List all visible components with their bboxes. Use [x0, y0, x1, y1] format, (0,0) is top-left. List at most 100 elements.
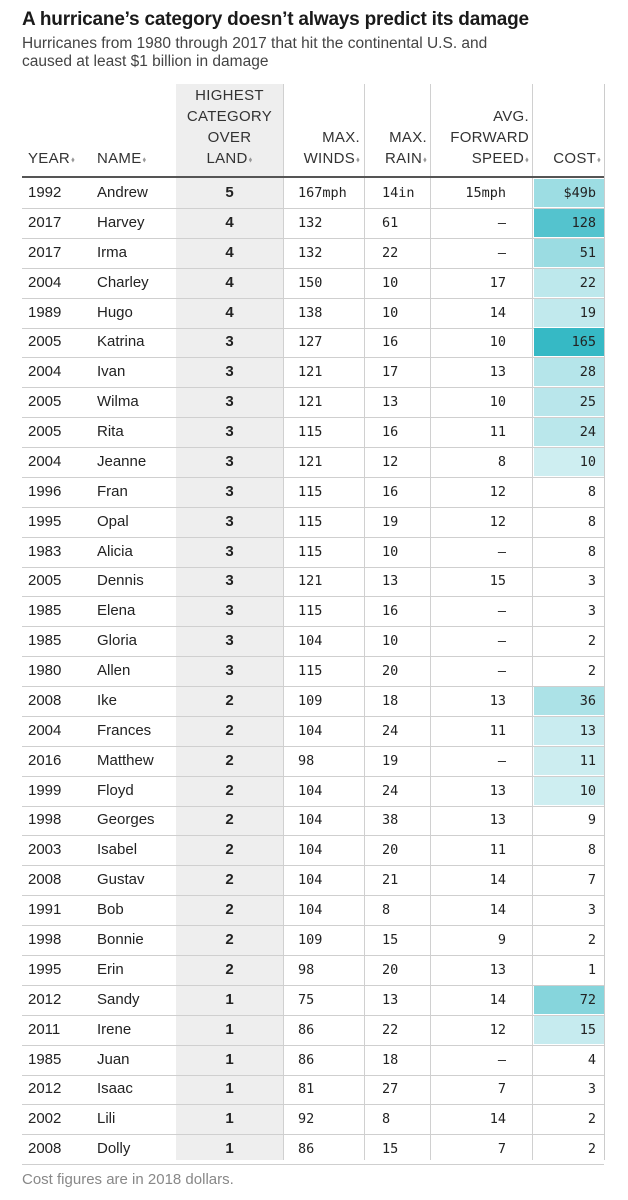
- header-rain-line: RAIN: [385, 150, 423, 167]
- header-category[interactable]: HIGHEST CATEGORY OVER LAND⬧: [176, 85, 283, 170]
- cell-category: 3: [225, 363, 234, 381]
- cell-max-rain: 20: [382, 961, 399, 978]
- cell-name: Opal: [97, 512, 129, 530]
- table-row: 1992 Andrew 5 167mph 14in 15mph $49b: [22, 178, 604, 209]
- cell-category: 4: [225, 213, 234, 231]
- cell-max-winds: 115: [298, 513, 323, 530]
- cell-max-rain: 16: [382, 424, 399, 441]
- cell-category: 1: [225, 1140, 234, 1158]
- cell-max-rain: 18: [382, 1051, 399, 1068]
- table-row: 1996 Fran 3 115 16 12 8: [22, 477, 604, 508]
- cell-category: 2: [225, 871, 234, 889]
- cell-name: Gustav: [97, 871, 145, 889]
- cell-category: 3: [225, 632, 234, 650]
- cell-max-winds: 132: [298, 244, 323, 261]
- cell-max-rain: 19: [382, 752, 399, 769]
- cell-category: 2: [225, 811, 234, 829]
- cell-category: 3: [225, 393, 234, 411]
- sort-icon: ⬧: [356, 155, 360, 164]
- hurricane-table: YEAR⬧ NAME⬧ HIGHEST CATEGORY OVER LAND⬧ …: [22, 84, 605, 1166]
- cell-cost: 8: [587, 543, 596, 560]
- table-row: 2016 Matthew 2 98 19 — 11: [22, 746, 604, 777]
- cell-forward-speed: 14: [489, 902, 506, 919]
- cell-name: Elena: [97, 602, 136, 620]
- category-column-shading: [176, 84, 283, 1160]
- cell-max-rain: 10: [382, 274, 399, 291]
- cell-cost: 2: [587, 1111, 596, 1128]
- cell-category: 3: [225, 512, 234, 530]
- cell-name: Sandy: [97, 990, 140, 1008]
- cell-name: Isabel: [97, 841, 138, 859]
- cell-category: 2: [225, 931, 234, 948]
- header-name[interactable]: NAME⬧: [97, 150, 147, 167]
- cell-name: Allen: [97, 662, 131, 680]
- cell-name: Frances: [97, 721, 152, 739]
- cell-name: Ike: [97, 691, 118, 709]
- cell-max-rain: 22: [382, 244, 399, 261]
- table-row: 2004 Charley 4 150 10 17 22: [22, 268, 604, 299]
- cell-category: 3: [225, 662, 234, 680]
- cell-forward-speed: 15: [489, 573, 506, 590]
- table-row: 1995 Erin 2 98 20 13 1: [22, 955, 604, 986]
- cell-forward-speed: 14: [489, 304, 506, 321]
- table-row: 1985 Gloria 3 104 10 — 2: [22, 626, 604, 658]
- cell-cost: 15: [534, 1015, 604, 1044]
- header-rain[interactable]: MAX. RAIN⬧: [365, 127, 427, 170]
- cell-forward-speed: —: [497, 633, 506, 650]
- cell-year: 2016: [28, 751, 62, 769]
- cell-cost: 25: [534, 388, 604, 417]
- cell-forward-speed: 9: [497, 932, 506, 948]
- cell-forward-speed: —: [497, 752, 506, 769]
- table-row: 1985 Juan 1 86 18 — 4: [22, 1045, 604, 1076]
- cell-forward-speed: 10: [489, 334, 506, 351]
- cell-cost: 3: [587, 573, 596, 590]
- cell-name: Isaac: [97, 1080, 133, 1098]
- header-winds[interactable]: MAX. WINDS⬧: [284, 127, 360, 170]
- table-row: 2012 Sandy 1 75 13 14 72: [22, 985, 604, 1016]
- cell-year: 2005: [28, 572, 62, 590]
- cell-max-rain: 8: [382, 1111, 391, 1128]
- cell-year: 1980: [28, 662, 62, 680]
- table-row: 2005 Dennis 3 121 13 15 3: [22, 566, 604, 598]
- cell-max-winds: 104: [298, 902, 323, 919]
- cell-max-rain: 16: [382, 334, 399, 351]
- cell-name: Harvey: [97, 213, 145, 231]
- cell-name: Wilma: [97, 393, 139, 411]
- cell-year: 2008: [28, 1140, 62, 1158]
- cell-max-rain: 10: [382, 633, 399, 650]
- header-category-line: CATEGORY: [186, 108, 273, 125]
- sort-icon: ⬧: [71, 155, 75, 164]
- cell-max-winds: 121: [298, 364, 323, 381]
- cell-max-winds: 115: [298, 483, 323, 500]
- header-year[interactable]: YEAR⬧: [28, 150, 75, 167]
- cell-max-winds: 86: [298, 1021, 315, 1038]
- cell-category: 3: [225, 452, 234, 470]
- cell-category: 2: [225, 841, 234, 859]
- cell-forward-speed: 13: [489, 961, 506, 978]
- cell-max-winds: 81: [298, 1081, 315, 1098]
- cell-forward-speed: 13: [489, 364, 506, 381]
- cell-max-rain: 24: [382, 722, 399, 739]
- cell-name: Georges: [97, 811, 155, 829]
- cell-cost: 9: [587, 812, 596, 829]
- cell-cost: 8: [587, 842, 596, 859]
- header-cost[interactable]: COST⬧: [553, 150, 601, 167]
- table-header: YEAR⬧ NAME⬧ HIGHEST CATEGORY OVER LAND⬧ …: [22, 84, 604, 178]
- cell-max-winds: 104: [298, 633, 323, 650]
- cell-cost: 2: [587, 932, 596, 948]
- header-speed-line: AVG.: [493, 108, 529, 125]
- cell-max-winds: 109: [298, 932, 323, 948]
- cell-name: Rita: [97, 423, 124, 441]
- cell-name: Dolly: [97, 1140, 131, 1158]
- cell-category: 3: [225, 602, 234, 620]
- cell-category: 3: [225, 482, 234, 500]
- header-rain-line: MAX.: [389, 129, 427, 146]
- cell-year: 1983: [28, 542, 62, 560]
- table-row: 2008 Dolly 1 86 15 7 2: [22, 1134, 604, 1166]
- cell-max-winds: 104: [298, 782, 323, 799]
- cell-year: 2008: [28, 871, 62, 889]
- header-speed[interactable]: AVG. FORWARD SPEED⬧: [431, 106, 529, 170]
- cell-cost: 3: [587, 902, 596, 919]
- header-speed-line: FORWARD: [450, 129, 529, 146]
- cell-max-winds: 167mph: [298, 185, 347, 201]
